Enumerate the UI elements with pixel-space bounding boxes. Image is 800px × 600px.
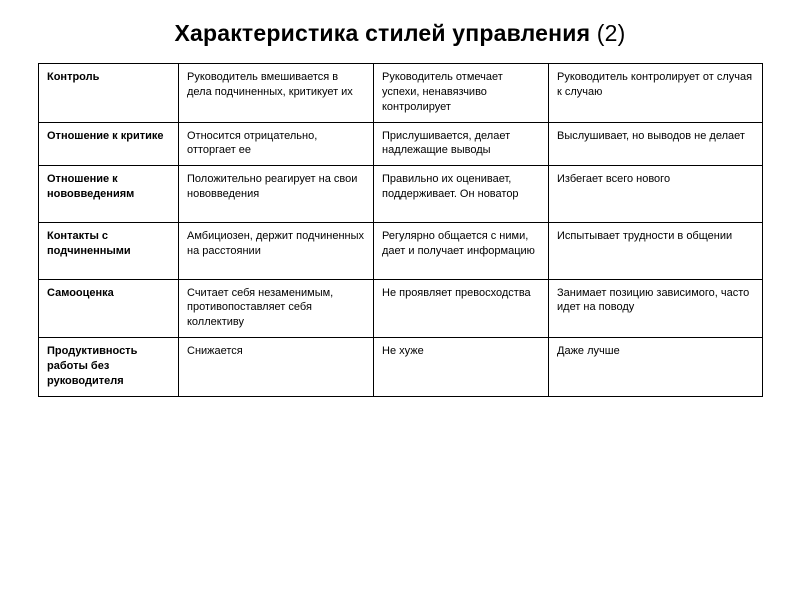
cell: Выслушивает, но выводов не делает xyxy=(549,122,763,166)
row-head: Продуктивность работы без руководителя xyxy=(39,338,179,397)
cell: Руководитель вмешивается в дела подчинен… xyxy=(179,64,374,123)
row-head: Самооценка xyxy=(39,279,179,338)
cell: Относится отрицательно, отторгает ее xyxy=(179,122,374,166)
row-head: Контакты с подчиненными xyxy=(39,222,179,279)
cell: Занимает позицию зависимого, часто идет … xyxy=(549,279,763,338)
cell: Даже лучше xyxy=(549,338,763,397)
cell: Не проявляет превосходства xyxy=(374,279,549,338)
cell: Правильно их оценивает, поддерживает. Он… xyxy=(374,166,549,223)
row-head: Контроль xyxy=(39,64,179,123)
cell: Руководитель отмечает успехи, ненавязчив… xyxy=(374,64,549,123)
cell: Избегает всего нового xyxy=(549,166,763,223)
cell: Не хуже xyxy=(374,338,549,397)
table-row: Отношение к нововведениям Положительно р… xyxy=(39,166,763,223)
styles-table: Контроль Руководитель вмешивается в дела… xyxy=(38,63,763,397)
cell: Руководитель контролирует от случая к сл… xyxy=(549,64,763,123)
cell: Положительно реагирует на свои нововведе… xyxy=(179,166,374,223)
title-main: Характеристика стилей управления xyxy=(174,20,590,46)
table-body: Контроль Руководитель вмешивается в дела… xyxy=(39,64,763,397)
row-head: Отношение к нововведениям xyxy=(39,166,179,223)
cell: Амбициозен, держит подчиненных на рассто… xyxy=(179,222,374,279)
table-row: Контроль Руководитель вмешивается в дела… xyxy=(39,64,763,123)
table-row: Контакты с подчиненными Амбициозен, держ… xyxy=(39,222,763,279)
cell: Регулярно общается с ними, дает и получа… xyxy=(374,222,549,279)
row-head: Отношение к критике xyxy=(39,122,179,166)
page-title: Характеристика стилей управления (2) xyxy=(38,20,762,47)
cell: Испытывает трудности в общении xyxy=(549,222,763,279)
table-row: Продуктивность работы без руководителя С… xyxy=(39,338,763,397)
table-row: Отношение к критике Относится отрицатель… xyxy=(39,122,763,166)
cell: Прислушивается, делает надлежащие выводы xyxy=(374,122,549,166)
cell: Считает себя незаменимым, противопоставл… xyxy=(179,279,374,338)
title-suffix: (2) xyxy=(590,20,625,46)
table-row: Самооценка Считает себя незаменимым, про… xyxy=(39,279,763,338)
page: Характеристика стилей управления (2) Кон… xyxy=(0,0,800,600)
cell: Снижается xyxy=(179,338,374,397)
